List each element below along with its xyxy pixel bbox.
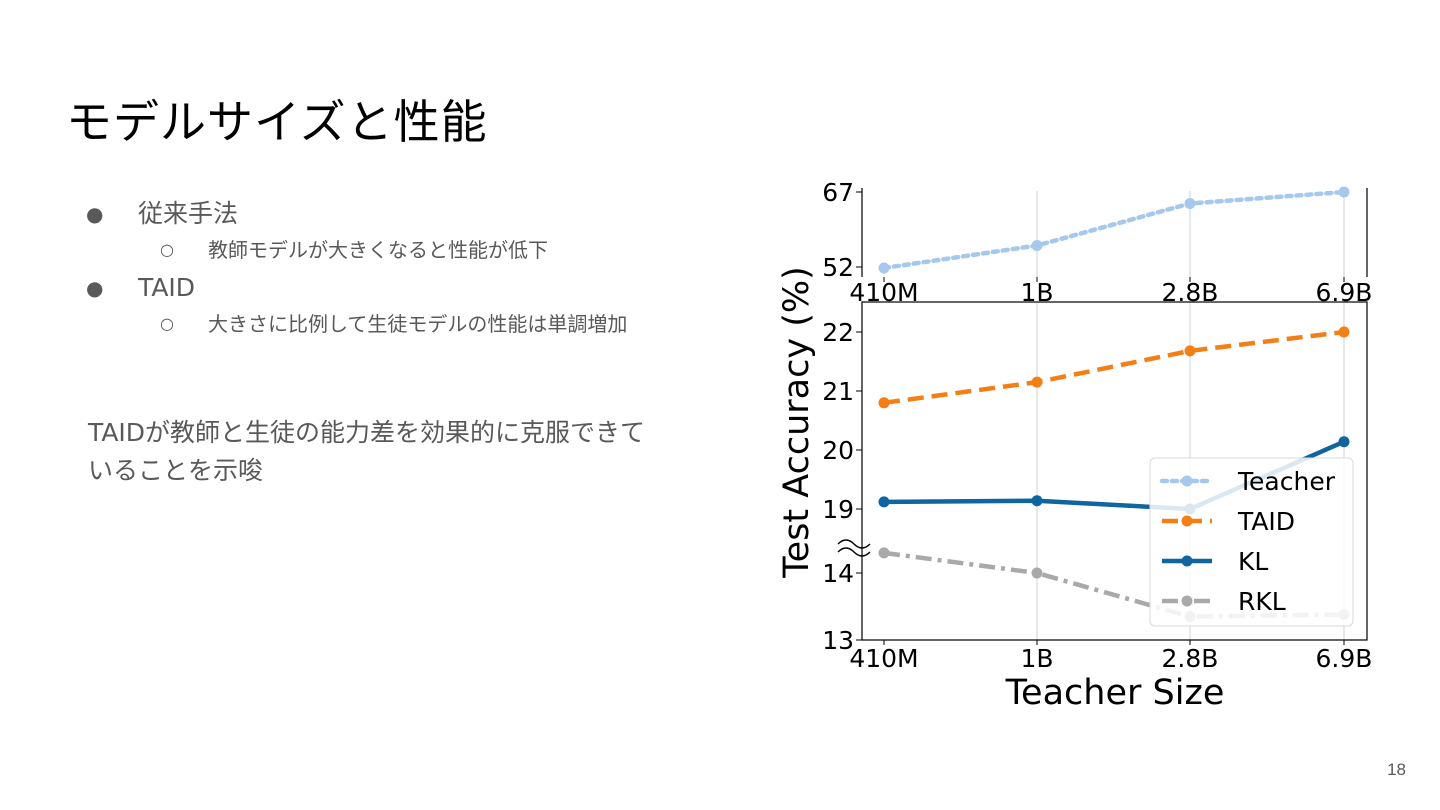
x-tick-label: 2.8B bbox=[1162, 278, 1219, 307]
bullet-label: 従来手法 bbox=[138, 199, 239, 228]
bullet-label: TAID bbox=[138, 273, 196, 302]
x-axis-label: Teacher Size bbox=[1005, 673, 1225, 713]
x-tick-label: 2.8B bbox=[1162, 644, 1219, 673]
sub-bullet-item: ○ 教師モデルが大きくなると性能が低下 bbox=[86, 234, 678, 266]
series-line-teacher bbox=[881, 189, 1347, 271]
x-tick-label: 410M bbox=[849, 278, 918, 307]
y-tick-label: 14 bbox=[822, 559, 854, 588]
legend-box bbox=[1149, 457, 1354, 627]
x-tick-label: 6.9B bbox=[1316, 644, 1373, 673]
y-tick-label: 67 bbox=[822, 178, 854, 207]
slide-title: モデルサイズと性能 bbox=[66, 95, 488, 149]
data-point-rkl bbox=[1031, 567, 1043, 579]
accuracy-chart: 52 67 19 20 21 22 13 14 410M 410M 1B 1B 2.8B 2.8B 6.9B… bbox=[777, 178, 1373, 713]
legend-marker bbox=[1181, 555, 1193, 567]
data-point-taid bbox=[1184, 345, 1196, 357]
bullet-list: ● 従来手法 ○ 教師モデルが大きくなると性能が低下 ● TAID ○ 大きさに… bbox=[86, 196, 686, 344]
data-point-teacher bbox=[878, 262, 890, 274]
data-point-taid bbox=[1031, 376, 1043, 388]
sub-bullet-item: ○ 大きさに比例して生徒モデルの性能は単調増加 bbox=[86, 308, 678, 340]
y-tick-label: 13 bbox=[822, 626, 854, 655]
legend-label: RKL bbox=[1238, 587, 1286, 616]
x-tick-label: 410M bbox=[849, 644, 918, 673]
x-tick-label: 1B bbox=[1020, 278, 1053, 307]
data-point-teacher bbox=[1184, 198, 1196, 209]
data-point-kl bbox=[1338, 436, 1350, 448]
legend-label: KL bbox=[1238, 547, 1268, 576]
data-point-teacher bbox=[1031, 240, 1043, 251]
legend-marker bbox=[1181, 595, 1193, 607]
bullet-item: ● TAID bbox=[86, 270, 686, 306]
y-tick-label: 22 bbox=[822, 318, 854, 347]
page-number: 18 bbox=[1387, 760, 1406, 779]
x-tick-label: 6.9B bbox=[1316, 278, 1373, 307]
bullet-dot-icon: ● bbox=[86, 276, 104, 300]
y-tick-label: 21 bbox=[822, 377, 854, 406]
bullet-ring-icon: ○ bbox=[160, 314, 174, 333]
bottom-panel-frame bbox=[861, 301, 1368, 641]
series-line-taid bbox=[883, 329, 1345, 406]
legend-marker bbox=[1181, 475, 1193, 487]
summary-text: TAIDが教師と生徒の能力差を効果的に克服できていることを示唆 bbox=[88, 418, 646, 485]
data-point-rkl bbox=[878, 547, 890, 559]
sub-bullet-label: 大きさに比例して生徒モデルの性能は単調増加 bbox=[208, 312, 628, 336]
x-tick-label: 1B bbox=[1020, 644, 1053, 673]
y-tick-label: 20 bbox=[822, 436, 854, 465]
bullet-ring-icon: ○ bbox=[160, 240, 174, 259]
y-tick-label: 19 bbox=[822, 495, 854, 524]
data-point-teacher bbox=[1338, 186, 1350, 198]
legend-label: TAID bbox=[1237, 507, 1295, 536]
data-point-taid bbox=[878, 397, 890, 409]
sub-bullet-label: 教師モデルが大きくなると性能が低下 bbox=[208, 238, 548, 262]
bullet-dot-icon: ● bbox=[86, 202, 104, 226]
y-axis-label: Test Accuracy (%) bbox=[777, 266, 817, 579]
legend-marker bbox=[1181, 515, 1193, 527]
axis-break-icon bbox=[837, 539, 871, 549]
axis-break-icon bbox=[837, 547, 871, 557]
legend-label: Teacher bbox=[1237, 467, 1336, 496]
bullet-item: ● 従来手法 bbox=[86, 196, 686, 232]
data-point-kl bbox=[878, 496, 890, 508]
data-point-taid bbox=[1338, 326, 1350, 338]
y-tick-label: 52 bbox=[822, 253, 854, 282]
data-point-kl bbox=[1031, 495, 1043, 507]
